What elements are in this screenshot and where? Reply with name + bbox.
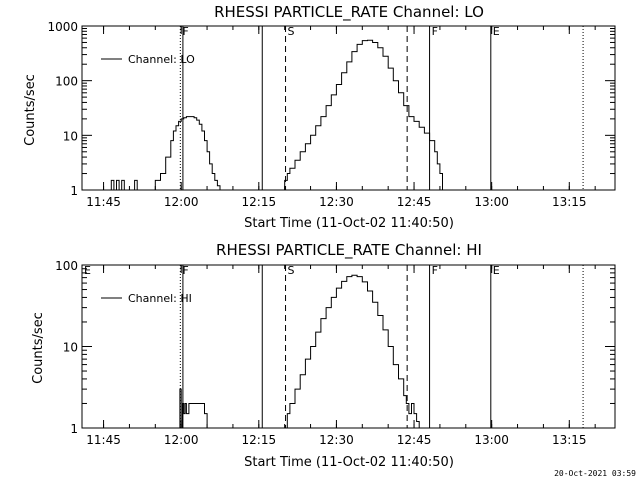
panel-lo-xtick-label: 12:45 [397,195,432,209]
timestamp: 20-Oct-2021 03:59 [554,469,636,478]
panel-hi-ytick-label: 1 [70,422,78,436]
panel-hi-event-label: E [84,264,91,277]
panel-hi-ytick-label: 10 [63,341,78,355]
panel-hi-event-label: F [182,264,188,277]
panel-lo-ytick-label: 10 [63,129,78,143]
panel-lo-xtick-label: 13:00 [474,195,509,209]
panel-hi-ytick-label: 100 [55,259,78,273]
panel-lo-xtick-label: 13:15 [552,195,587,209]
panel-hi-legend-label: Channel: HI [128,292,192,305]
panel-hi-event-label: F [432,264,438,277]
panel-lo-title: RHESSI PARTICLE_RATE Channel: LO [214,3,484,22]
panel-hi-xtick-label: 12:00 [164,433,199,447]
panel-lo-ytick-label: 1000 [47,20,78,34]
panel-hi-xtick-label: 12:15 [242,433,277,447]
panel-lo-series-line [108,39,443,191]
panel-hi-event-label: S [288,264,295,277]
panel-lo-xtick-label: 11:45 [86,195,121,209]
panel-hi-event-label: E [493,264,500,277]
panel-lo-xtick-label: 12:30 [319,195,354,209]
panel-hi-title: RHESSI PARTICLE_RATE Channel: HI [216,241,482,260]
panel-lo-xtick-label: 12:00 [164,195,199,209]
panel-lo-xlabel: Start Time (11-Oct-02 11:40:50) [244,216,454,231]
panel-hi-xlabel: Start Time (11-Oct-02 11:40:50) [244,455,454,470]
panel-lo-xtick-label: 12:15 [242,195,277,209]
panel-lo-frame [81,25,616,191]
panel-hi-xtick-label: 12:45 [397,433,432,447]
panel-hi-xtick-label: 11:45 [86,433,121,447]
panel-lo-ytick-label: 1 [70,184,78,198]
panel-lo-legend-label: Channel: LO [128,53,195,66]
panel-lo-event-label: E [493,25,500,38]
panel-lo-ylabel: Counts/sec [23,74,38,146]
panel-lo-event-label: F [182,25,188,38]
panel-hi-series-line [178,274,420,429]
panel-hi-xtick-label: 13:15 [552,433,587,447]
panel-lo-event-label: S [288,25,295,38]
panel-hi-ylabel: Counts/sec [31,312,46,384]
panel-hi-xtick-label: 12:30 [319,433,354,447]
panel-lo-ytick-label: 100 [55,75,78,89]
panel-hi-xtick-label: 13:00 [474,433,509,447]
panel-lo-event-label: F [432,25,438,38]
